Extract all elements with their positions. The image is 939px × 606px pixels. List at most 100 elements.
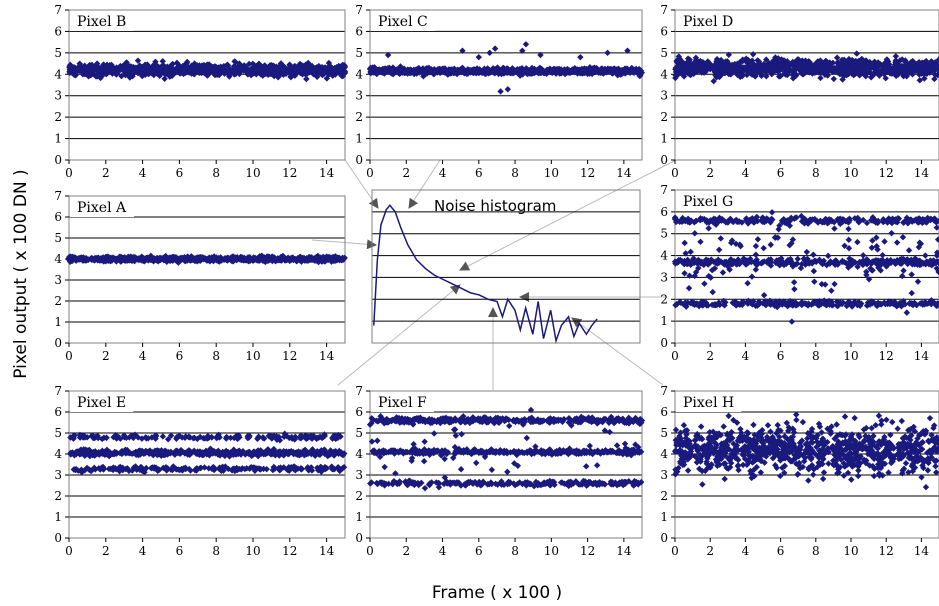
data-point (867, 265, 874, 272)
y-tick-label: 4 (660, 249, 668, 263)
data-point (303, 62, 310, 69)
data-point (684, 257, 692, 264)
data-point (138, 70, 146, 77)
data-point (915, 58, 923, 66)
x-tick-label: 2 (102, 166, 110, 180)
x-tick-label: 2 (402, 166, 410, 180)
y-tick-label: 6 (54, 405, 62, 419)
data-point (120, 256, 127, 263)
x-tick-label: 8 (212, 544, 220, 558)
data-point (161, 75, 168, 82)
data-point (216, 69, 223, 76)
data-point (780, 215, 787, 223)
data-point (716, 59, 724, 66)
data-point (888, 229, 895, 237)
y-tick-label: 3 (660, 270, 668, 284)
data-point (712, 216, 719, 223)
data-point (808, 301, 815, 308)
data-point (226, 70, 234, 78)
data-point (225, 66, 233, 73)
data-point (261, 70, 268, 78)
data-point (407, 66, 414, 74)
data-point (459, 64, 466, 72)
y-tick-label: 1 (355, 132, 363, 146)
data-point (935, 301, 939, 309)
data-point (931, 75, 938, 83)
data-point (325, 59, 333, 67)
data-point (878, 257, 886, 264)
data-point (240, 67, 247, 74)
data-point (89, 70, 97, 78)
data-point (886, 61, 893, 68)
data-point (552, 66, 560, 74)
data-point (854, 263, 861, 271)
data-point (778, 255, 785, 262)
y-tick-label: 5 (660, 227, 668, 241)
data-point (687, 299, 694, 307)
data-point (903, 309, 911, 316)
data-point (141, 69, 148, 77)
data-point (597, 67, 604, 74)
data-point (922, 259, 929, 267)
data-point (695, 256, 702, 264)
data-point (848, 303, 856, 310)
data-point (848, 57, 856, 64)
data-point (828, 287, 835, 294)
data-point (804, 302, 812, 309)
data-point (894, 215, 902, 222)
data-point (697, 238, 704, 245)
data-point (808, 258, 816, 266)
data-point (830, 75, 838, 83)
data-point (726, 266, 733, 273)
outlier-point (519, 47, 526, 54)
x-tick-label: 12 (282, 166, 297, 180)
y-tick-label: 1 (54, 510, 62, 524)
data-point (772, 259, 780, 267)
data-point (566, 67, 573, 75)
panel-title: Pixel G (683, 194, 733, 210)
data-point (683, 67, 690, 75)
data-point (789, 263, 797, 270)
data-point (424, 66, 432, 74)
data-point (69, 253, 76, 261)
data-point (712, 301, 719, 308)
data-point (692, 54, 700, 61)
data-point (877, 60, 884, 68)
data-point (892, 216, 899, 223)
data-point (768, 209, 776, 216)
data-point (181, 67, 188, 75)
data-point (721, 302, 728, 309)
data-point (725, 259, 732, 266)
data-point (509, 65, 516, 72)
data-point (707, 61, 714, 68)
data-point (693, 217, 700, 225)
data-point (882, 75, 889, 82)
data-point (771, 234, 779, 241)
data-point (896, 57, 904, 64)
data-point (578, 65, 586, 73)
data-point (811, 278, 818, 285)
data-point (927, 60, 934, 68)
data-point (681, 270, 688, 277)
data-point (733, 261, 741, 268)
data-point (883, 263, 890, 270)
data-point (371, 64, 378, 71)
data-point (675, 66, 682, 73)
x-tick-label: 4 (439, 166, 447, 180)
data-point (768, 60, 776, 68)
data-point (682, 216, 689, 224)
data-point (323, 75, 331, 82)
y-tick-label: 6 (54, 210, 62, 224)
data-point (117, 65, 125, 72)
data-point (874, 66, 881, 73)
data-point (802, 57, 809, 64)
data-point (833, 54, 841, 61)
data-point (162, 70, 170, 78)
data-point (883, 68, 891, 76)
data-point (593, 64, 600, 72)
data-point (204, 72, 211, 79)
data-point (893, 303, 900, 310)
data-point (257, 71, 264, 78)
data-point (297, 64, 305, 72)
data-point (744, 62, 751, 70)
